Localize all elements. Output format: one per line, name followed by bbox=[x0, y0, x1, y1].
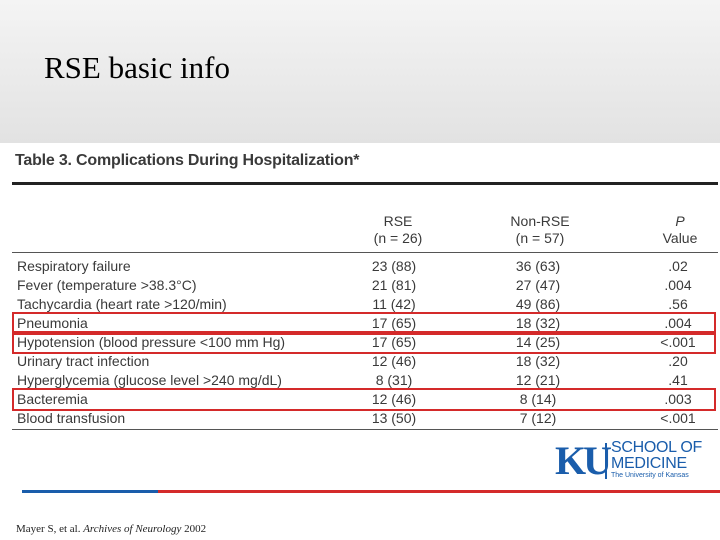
row-rse-value: 12 (46) bbox=[371, 353, 417, 369]
row-non-rse-value: 27 (47) bbox=[515, 277, 561, 293]
column-header-rse-n: (n = 26) bbox=[373, 230, 423, 246]
row-rse-value: 21 (81) bbox=[371, 277, 417, 293]
column-header-p-value: P Value bbox=[650, 213, 710, 247]
row-label: Fever (temperature >38.3°C) bbox=[17, 277, 197, 293]
row-label: Tachycardia (heart rate >120/min) bbox=[17, 296, 227, 312]
citation-authors: Mayer S, et al. bbox=[16, 523, 84, 535]
slide-title: RSE basic info bbox=[44, 50, 230, 85]
row-non-rse-value: 36 (63) bbox=[515, 258, 561, 274]
column-header-p-title: P bbox=[675, 213, 685, 229]
footer-accent-blue bbox=[22, 490, 158, 493]
row-rse-value: 23 (88) bbox=[371, 258, 417, 274]
row-label: Bacteremia bbox=[17, 391, 88, 407]
header-band bbox=[0, 0, 720, 145]
complications-table: Table 3. Complications During Hospitaliz… bbox=[0, 143, 720, 430]
column-header-rse-title: RSE bbox=[383, 213, 413, 229]
row-non-rse-value: 12 (21) bbox=[515, 372, 561, 388]
table-row: Hyperglycemia (glucose level >240 mg/dL)… bbox=[14, 371, 714, 390]
table-row: Fever (temperature >38.3°C) 21 (81) 27 (47… bbox=[14, 276, 714, 295]
row-label: Hypotension (blood pressure <100 mm Hg) bbox=[17, 334, 286, 350]
logo-text-line2: MEDICINE bbox=[611, 455, 687, 472]
table-header-rule bbox=[12, 252, 718, 253]
table-row: Respiratory failure 23 (88) 36 (63) .02 bbox=[14, 257, 714, 276]
logo-subtitle: The University of Kansas bbox=[611, 472, 689, 479]
row-p-value: .20 bbox=[668, 353, 688, 369]
row-rse-value: 13 (50) bbox=[371, 410, 417, 426]
table-row-highlighted: Pneumonia 17 (65) 18 (32) .004 bbox=[12, 312, 716, 335]
row-label: Urinary tract infection bbox=[17, 353, 150, 369]
row-rse-value: 12 (46) bbox=[371, 391, 417, 407]
row-non-rse-value: 18 (32) bbox=[515, 315, 561, 331]
logo-divider bbox=[605, 443, 607, 479]
table-row: Tachycardia (heart rate >120/min) 11 (42)… bbox=[14, 295, 714, 314]
row-p-value: .41 bbox=[668, 372, 688, 388]
citation-journal: Archives of Neurology bbox=[83, 523, 182, 535]
logo-text-line1: SCHOOL OF bbox=[611, 439, 702, 456]
table-row-highlighted: Bacteremia 12 (46) 8 (14) .003 bbox=[12, 388, 716, 411]
column-header-rse: RSE (n = 26) bbox=[360, 213, 436, 247]
row-non-rse-value: 14 (25) bbox=[515, 334, 561, 350]
row-rse-value: 17 (65) bbox=[371, 334, 417, 350]
table-bottom-rule bbox=[12, 429, 718, 430]
row-non-rse-value: 7 (12) bbox=[519, 410, 557, 426]
row-p-value: .003 bbox=[664, 391, 692, 407]
row-p-value: <.001 bbox=[660, 334, 696, 350]
table-row: Urinary tract infection 12 (46) 18 (32) .20 bbox=[14, 352, 714, 371]
table-row-highlighted: Hypotension (blood pressure <100 mm Hg) 1… bbox=[12, 331, 716, 354]
footer-accent-red bbox=[158, 490, 720, 493]
row-p-value: <.001 bbox=[660, 410, 696, 426]
row-non-rse-value: 8 (14) bbox=[519, 391, 557, 407]
column-header-non-rse-n: (n = 57) bbox=[515, 230, 565, 246]
citation: Mayer S, et al. Archives of Neurology 20… bbox=[16, 523, 206, 535]
table-caption: Table 3. Complications During Hospitaliz… bbox=[15, 152, 360, 169]
citation-year: 2002 bbox=[181, 523, 207, 535]
row-non-rse-value: 49 (86) bbox=[515, 296, 561, 312]
row-p-value: .004 bbox=[664, 315, 692, 331]
column-header-non-rse: Non-RSE (n = 57) bbox=[500, 213, 580, 247]
row-label: Hyperglycemia (glucose level >240 mg/dL) bbox=[17, 372, 282, 388]
column-header-non-rse-title: Non-RSE bbox=[510, 213, 570, 229]
table-top-rule bbox=[12, 182, 718, 185]
row-p-value: .004 bbox=[664, 277, 692, 293]
row-non-rse-value: 18 (32) bbox=[515, 353, 561, 369]
table-row: Blood transfusion 13 (50) 7 (12) <.001 bbox=[14, 409, 714, 428]
ku-school-of-medicine-logo: KU SCHOOL OF MEDICINE The University of … bbox=[555, 437, 705, 485]
row-p-value: .02 bbox=[668, 258, 688, 274]
column-header-p-value-label: Value bbox=[662, 230, 698, 246]
row-label: Respiratory failure bbox=[17, 258, 131, 274]
row-rse-value: 8 (31) bbox=[375, 372, 413, 388]
row-label: Pneumonia bbox=[17, 315, 88, 331]
row-rse-value: 17 (65) bbox=[371, 315, 417, 331]
row-rse-value: 11 (42) bbox=[372, 296, 416, 312]
ku-logo-mark: KU bbox=[555, 438, 612, 483]
row-p-value: .56 bbox=[668, 296, 688, 312]
row-label: Blood transfusion bbox=[17, 410, 126, 426]
